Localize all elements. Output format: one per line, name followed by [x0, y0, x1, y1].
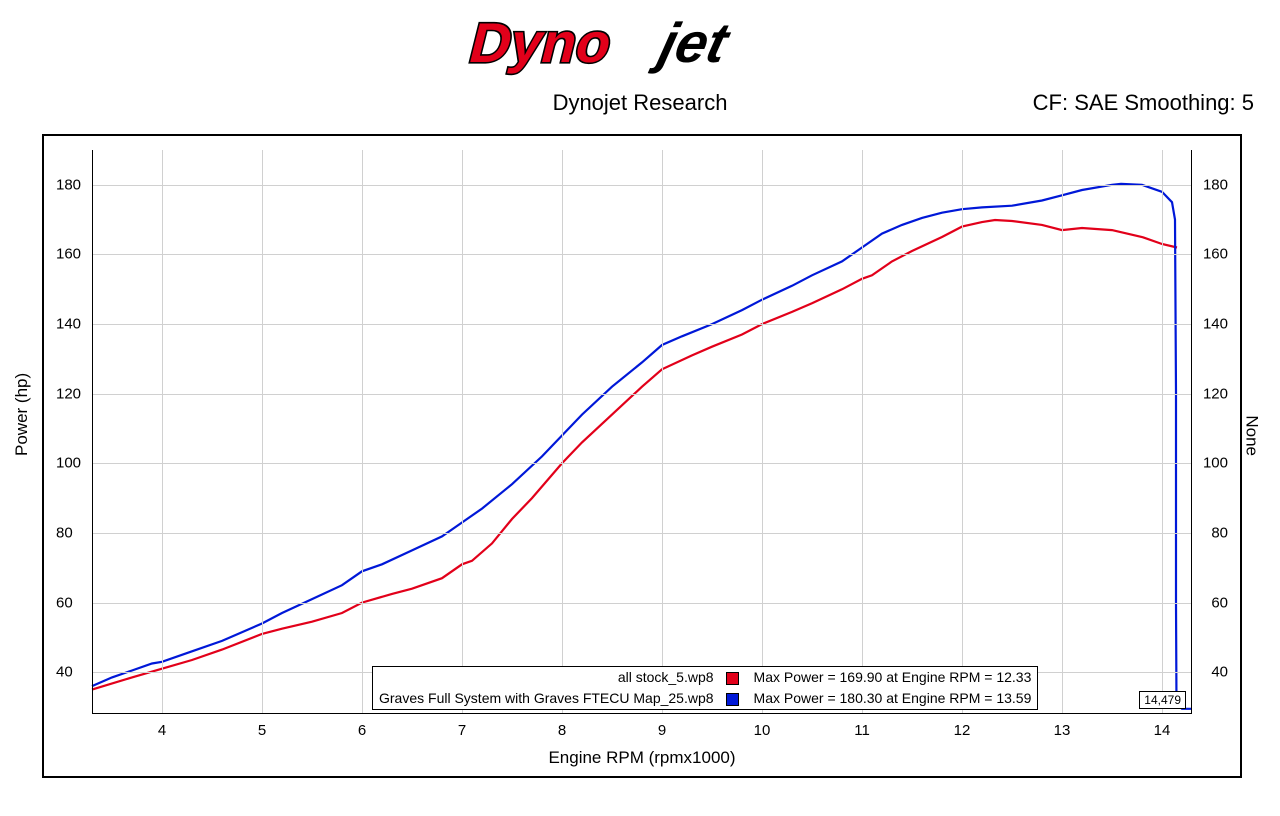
y-tick-label-right: 100	[1203, 455, 1228, 472]
x-tick-label: 11	[854, 722, 870, 739]
y-tick-label-right: 160	[1203, 246, 1228, 263]
gridline-vertical	[462, 150, 463, 714]
logo-suffix: jet	[646, 13, 736, 75]
gridline-vertical	[1162, 150, 1163, 714]
x-tick-label: 7	[458, 722, 466, 739]
y-tick-label-right: 60	[1211, 594, 1228, 611]
legend-row: Graves Full System with Graves FTECU Map…	[373, 688, 1037, 709]
gridline-vertical	[262, 150, 263, 714]
dynojet-logo: Dyno jet	[0, 8, 1280, 83]
legend-stat: Max Power = 180.30 at Engine RPM = 13.59	[748, 688, 1038, 709]
x-tick-label: 8	[558, 722, 566, 739]
x-axis-label: Engine RPM (rpmx1000)	[44, 748, 1240, 768]
legend-swatch-icon	[726, 693, 739, 706]
legend-swatch-icon	[726, 672, 739, 685]
y-tick-label-left: 180	[56, 176, 81, 193]
chart-lines-svg	[92, 150, 1192, 714]
gridline-vertical	[162, 150, 163, 714]
y-tick-label-right: 120	[1203, 385, 1228, 402]
x-tick-label: 10	[754, 722, 771, 739]
y-tick-label-left: 100	[56, 455, 81, 472]
gridline-vertical	[362, 150, 363, 714]
x-tick-label: 6	[358, 722, 366, 739]
legend-series-name: Graves Full System with Graves FTECU Map…	[373, 688, 720, 709]
legend-series-name: all stock_5.wp8	[373, 667, 720, 688]
x-tick-label: 14	[1154, 722, 1171, 739]
page-root: Dyno jet Dynojet Research CF: SAE Smooth…	[0, 0, 1280, 816]
chart-legend: all stock_5.wp8 Max Power = 169.90 at En…	[372, 666, 1038, 710]
series-line-1	[92, 184, 1192, 709]
y-tick-label-right: 180	[1203, 176, 1228, 193]
gridline-vertical	[662, 150, 663, 714]
y-tick-label-left: 80	[56, 524, 73, 541]
annotation-value: 14,479	[1144, 693, 1181, 707]
y-axis-right-line	[1191, 150, 1192, 714]
gridline-horizontal	[92, 463, 1192, 464]
legend-swatch-cell	[720, 688, 748, 709]
y-tick-label-left: 60	[56, 594, 73, 611]
y-axis-left-line	[92, 150, 93, 714]
gridline-horizontal	[92, 185, 1192, 186]
legend-row: all stock_5.wp8 Max Power = 169.90 at En…	[373, 667, 1037, 688]
cf-label: CF: SAE Smoothing: 5	[1033, 90, 1254, 116]
logo-prefix: Dyno	[463, 13, 618, 75]
gridline-vertical	[762, 150, 763, 714]
x-tick-label: 12	[954, 722, 971, 739]
legend-table: all stock_5.wp8 Max Power = 169.90 at En…	[373, 667, 1037, 709]
annotation-box: 14,479	[1139, 691, 1186, 709]
series-line-0	[92, 220, 1177, 690]
x-tick-label: 4	[158, 722, 166, 739]
y-tick-label-right: 140	[1203, 316, 1228, 333]
y-tick-label-left: 120	[56, 385, 81, 402]
y-tick-label-right: 80	[1211, 524, 1228, 541]
gridline-vertical	[962, 150, 963, 714]
legend-swatch-cell	[720, 667, 748, 688]
gridline-horizontal	[92, 324, 1192, 325]
x-tick-label: 5	[258, 722, 266, 739]
x-tick-label: 9	[658, 722, 666, 739]
gridline-vertical	[562, 150, 563, 714]
gridline-vertical	[862, 150, 863, 714]
y-tick-label-right: 40	[1211, 664, 1228, 681]
y-axis-label-right: None	[1242, 415, 1262, 456]
x-axis-line	[92, 713, 1192, 714]
dyno-chart: Power (hp) None Engine RPM (rpmx1000) al…	[42, 134, 1242, 778]
legend-stat: Max Power = 169.90 at Engine RPM = 12.33	[748, 667, 1038, 688]
gridline-horizontal	[92, 533, 1192, 534]
y-tick-label-left: 40	[56, 664, 73, 681]
gridline-horizontal	[92, 254, 1192, 255]
gridline-horizontal	[92, 394, 1192, 395]
plot-area	[92, 150, 1192, 714]
x-tick-label: 13	[1054, 722, 1071, 739]
y-axis-label-left: Power (hp)	[12, 373, 32, 456]
y-tick-label-left: 140	[56, 316, 81, 333]
y-tick-label-left: 160	[56, 246, 81, 263]
gridline-vertical	[1062, 150, 1063, 714]
gridline-horizontal	[92, 603, 1192, 604]
